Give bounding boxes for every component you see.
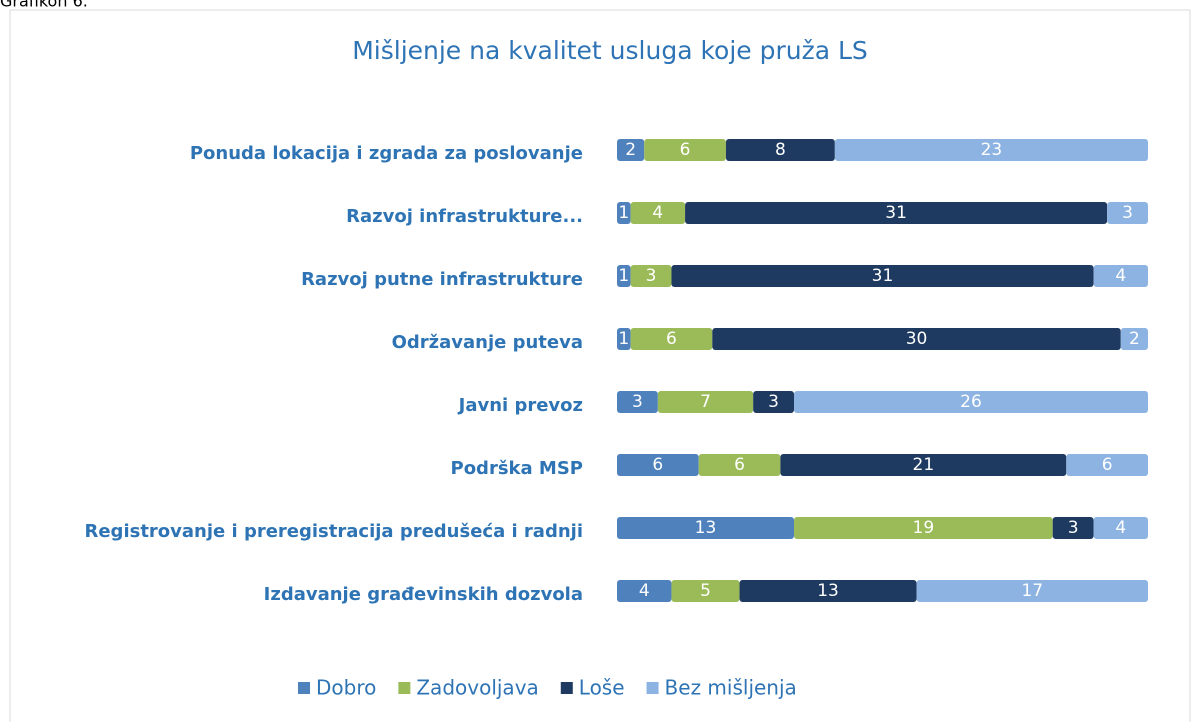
caption: Grafikon 6. [0,0,88,11]
category-label: Izdavanje građevinskih dozvola [264,584,583,605]
value-label: 1 [618,329,629,349]
value-label: 1 [618,203,629,223]
bar-segment [780,454,1067,476]
bar-segment [617,391,658,413]
bar-segment [657,391,754,413]
bar-segment [1052,517,1094,539]
value-label: 21 [913,455,935,475]
chart-title: Mišljenje na kvalitet usluga koje pruža … [352,36,868,65]
bar-segment [1107,202,1148,224]
bar-segment [1093,265,1148,287]
value-label: 30 [906,329,928,349]
legend-label: Dobro [316,676,376,700]
legend-label: Loše [579,676,625,700]
bar-segment [617,454,699,476]
value-label: 23 [981,140,1003,160]
value-label: 8 [775,140,786,160]
legend-label: Bez mišljenja [665,676,797,700]
value-label: 31 [885,203,907,223]
bar-segment [1093,517,1148,539]
bar-segment [630,265,672,287]
bar-segment [630,202,686,224]
bar-segment [617,517,794,539]
value-label: 1 [618,266,629,286]
bar-segment [739,580,917,602]
legend-swatch [560,682,573,694]
bar-segment [617,328,631,350]
value-label: 3 [1068,518,1079,538]
value-label: 4 [639,581,650,601]
bar-segment [617,580,672,602]
value-label: 2 [625,140,636,160]
legend-swatch [646,682,659,694]
bar-segment [671,265,1094,287]
bar-segment [794,391,1148,413]
value-label: 13 [817,581,839,601]
value-label: 3 [632,392,643,412]
value-label: 17 [1021,581,1043,601]
bar-segment [834,139,1148,161]
bar-segment [753,391,794,413]
bar-segment [685,202,1108,224]
bar-segment [1120,328,1148,350]
bar-segment [644,139,726,161]
category-label: Održavanje puteva [392,332,583,353]
value-label: 6 [652,455,663,475]
chart-frame [9,9,1191,726]
bar-segment [712,328,1121,350]
bar-segment [725,139,835,161]
bar-segment [698,454,781,476]
value-label: 4 [1115,518,1126,538]
bar-segment [671,580,740,602]
value-label: 13 [695,518,717,538]
value-label: 19 [913,518,935,538]
bar-segment [617,202,631,224]
value-label: 6 [666,329,677,349]
value-label: 7 [700,392,711,412]
value-label: 26 [960,392,982,412]
value-label: 6 [734,455,745,475]
value-label: 6 [1102,455,1113,475]
bar-segment [794,517,1053,539]
value-label: 3 [646,266,657,286]
value-label: 4 [652,203,663,223]
value-label: 31 [872,266,894,286]
value-label: 6 [680,140,691,160]
bar-segment [617,265,631,287]
category-label: Razvoj putne infrastrukture [301,269,583,290]
legend-swatch [298,682,310,694]
category-label: Podrška MSP [451,458,584,479]
bar-segment [617,139,645,161]
legend-swatch [398,682,411,694]
value-label: 2 [1129,329,1140,349]
value-label: 4 [1115,266,1126,286]
bar-segment [1066,454,1148,476]
value-label: 5 [700,581,711,601]
category-label: Ponuda lokacija i zgrada za poslovanje [190,143,583,164]
legend-label: Zadovoljava [416,676,538,700]
category-label: Javni prevoz [457,395,583,416]
bar-segment [916,580,1148,602]
category-label: Registrovanje i preregistracija predušeć… [84,521,583,542]
value-label: 3 [1122,203,1133,223]
value-label: 3 [768,392,779,412]
bar-segment [630,328,713,350]
category-label: Razvoj infrastrukture... [346,206,583,227]
